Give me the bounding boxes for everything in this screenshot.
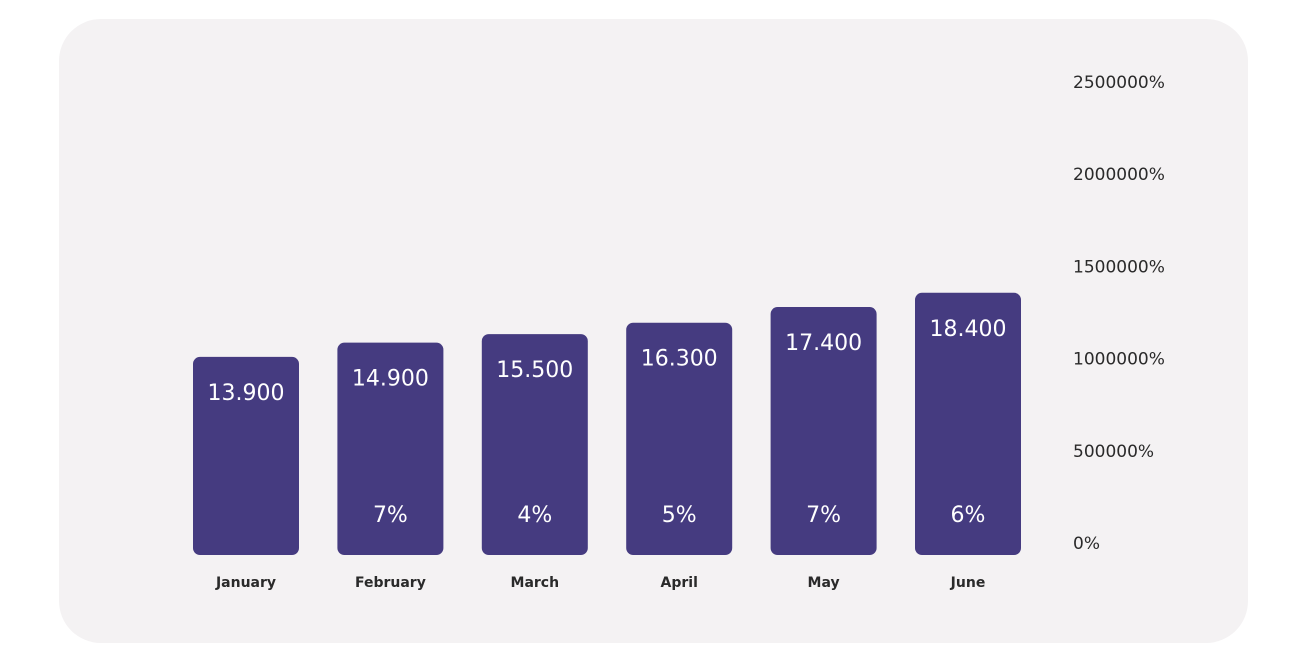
bar-january	[193, 356, 299, 555]
bar-february	[337, 342, 444, 555]
bar-value-label: 16.300	[641, 347, 718, 372]
bar-value-label: 13.900	[208, 381, 285, 406]
bar-march	[481, 334, 588, 555]
x-tick-label: June	[950, 575, 986, 591]
bar-april	[626, 322, 733, 555]
x-tick-label: May	[808, 575, 840, 591]
bar-value-label: 17.400	[785, 331, 862, 356]
x-tick-label: March	[511, 575, 560, 591]
y-tick-label: 1500000%	[1073, 257, 1165, 277]
bar-value-label: 15.500	[496, 358, 573, 383]
bar-june	[915, 292, 1021, 555]
bar-growth-label: 7%	[806, 503, 841, 528]
bar-growth-label: 6%	[951, 503, 986, 528]
x-tick-label: February	[355, 575, 426, 591]
y-tick-label: 2500000%	[1073, 73, 1165, 93]
y-tick-label: 1000000%	[1073, 350, 1165, 370]
bar-growth-label: 5%	[662, 503, 697, 528]
bar-value-label: 18.400	[930, 317, 1007, 342]
x-tick-label: January	[215, 575, 276, 591]
y-tick-label: 500000%	[1073, 442, 1154, 462]
bar-growth-label: 7%	[373, 503, 408, 528]
bar-may	[770, 307, 877, 555]
bar-value-label: 14.900	[352, 367, 429, 392]
bar-growth-label: 4%	[517, 503, 552, 528]
x-tick-label: April	[661, 575, 698, 591]
y-tick-label: 2000000%	[1073, 165, 1165, 185]
y-tick-label: 0%	[1073, 534, 1100, 554]
